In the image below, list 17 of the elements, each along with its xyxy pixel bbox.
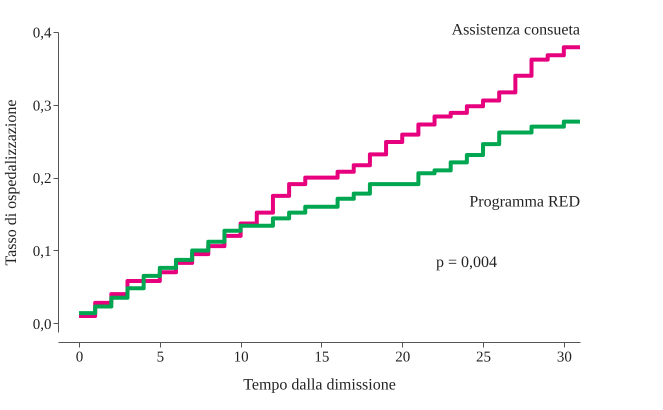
y-tick-label: 0,0 xyxy=(32,316,52,333)
x-tick-label: 15 xyxy=(314,350,330,366)
y-tick-label: 0,4 xyxy=(32,26,52,42)
x-axis-title: Tempo dalla dimissione xyxy=(243,376,396,394)
y-tick-label: 0,1 xyxy=(32,244,52,260)
x-tick-label: 25 xyxy=(476,350,492,366)
series-label: Programma RED xyxy=(469,194,580,211)
y-tick-label: 0,2 xyxy=(32,171,52,188)
y-axis-title: Tasso di ospedalizzazione xyxy=(2,100,20,266)
x-tick-label: 30 xyxy=(556,350,572,366)
y-tick-label: 0,3 xyxy=(32,98,52,114)
series-label: Assistenza consueta xyxy=(452,21,580,38)
x-tick-label: 10 xyxy=(234,350,249,366)
x-tick-label: 0 xyxy=(76,350,84,366)
x-tick-label: 20 xyxy=(395,350,410,366)
annotation: p = 0,004 xyxy=(436,254,498,271)
x-tick-label: 5 xyxy=(156,350,164,366)
